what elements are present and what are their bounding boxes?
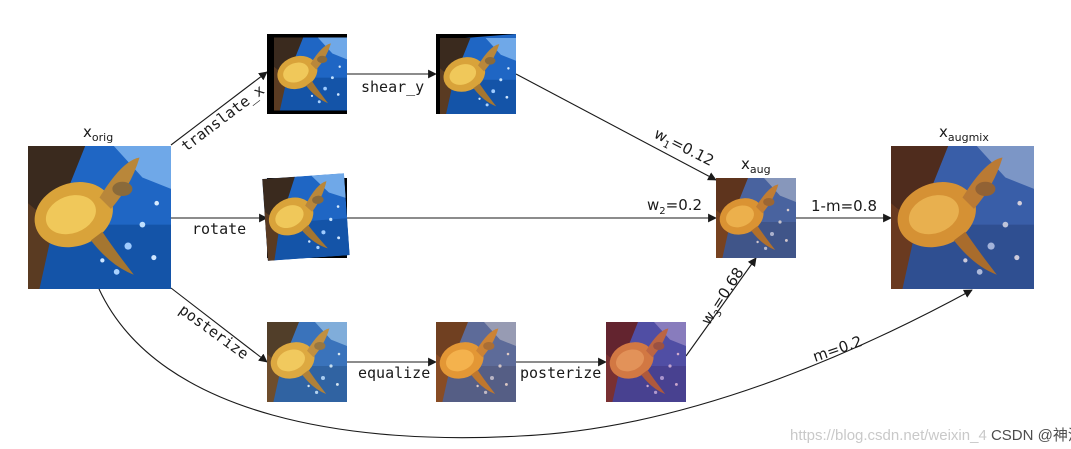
label-rotate: rotate	[192, 220, 246, 238]
image-posterize-1	[267, 322, 347, 402]
edge-orig-translate	[170, 71, 268, 146]
watermark-brand: CSDN @神洛华	[990, 427, 1071, 444]
label-x-orig: xorig	[83, 123, 113, 144]
image-posterize-2	[606, 322, 686, 402]
edge-shear-aug	[515, 73, 717, 181]
image-augmix	[891, 146, 1034, 289]
label-w3: w3=0.68	[697, 264, 750, 330]
image-equalize	[436, 322, 516, 402]
image-aug	[716, 178, 796, 258]
watermark-url: https://blog.csdn.net/weixin_4	[790, 427, 987, 444]
label-x-augmix: xaugmix	[939, 123, 989, 144]
watermark: https://blog.csdn.net/weixin_4 CSDN @神洛华	[790, 424, 1071, 445]
label-posterize-1: posterize	[176, 301, 252, 363]
edge-orig-posterize	[170, 287, 268, 363]
image-orig	[28, 146, 171, 289]
label-one-minus-m: 1-m=0.8	[811, 197, 877, 215]
label-shear-y: shear_y	[361, 78, 424, 96]
label-m: m=0.2	[810, 332, 864, 366]
label-x-aug: xaug	[741, 155, 771, 176]
label-w1: w1=0.12	[650, 125, 717, 173]
image-rotate	[262, 173, 350, 261]
label-translate-x: translate_x	[178, 81, 268, 155]
edge-posterize2-aug	[685, 257, 757, 357]
image-translate	[267, 34, 347, 114]
label-equalize: equalize	[358, 364, 430, 382]
image-shear	[436, 34, 516, 114]
label-posterize-2: posterize	[520, 364, 601, 382]
edge-orig-augmix-curve	[98, 288, 973, 439]
label-w2: w2=0.2	[647, 196, 702, 217]
